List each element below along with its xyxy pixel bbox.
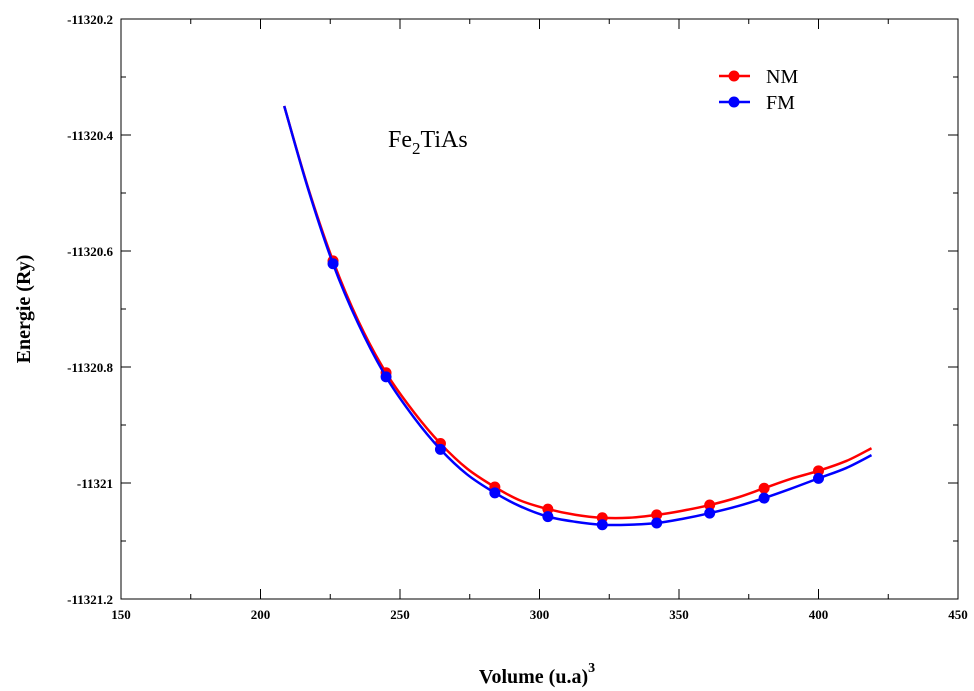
- legend-label-nm: NM: [766, 66, 798, 88]
- y-tick-label: -11320.2: [67, 12, 113, 27]
- data-point-fm: [596, 519, 608, 531]
- x-tick-label: 150: [111, 607, 131, 622]
- annotation-base: Fe: [388, 127, 412, 153]
- y-axis-title: Energie (Ry): [13, 255, 35, 364]
- legend-marker-nm: [728, 70, 740, 82]
- data-point-fm: [542, 511, 554, 523]
- data-point-fm: [758, 492, 770, 504]
- x-tick-label: 200: [251, 607, 271, 622]
- y-tick-label: -11320.8: [67, 360, 113, 375]
- data-point-nm: [813, 465, 824, 477]
- x-tick-label: 450: [948, 607, 968, 622]
- x-axis-title: Volume (u.a)3: [479, 661, 595, 688]
- data-point-fm: [704, 507, 716, 519]
- annotation-subscript: 2: [412, 139, 421, 158]
- data-point-fm: [489, 487, 501, 499]
- data-point-fm: [327, 258, 339, 270]
- y-tick-label: -11320.4: [67, 128, 113, 143]
- y-tick-label: -11321: [77, 476, 113, 491]
- series-nm: [283, 105, 873, 524]
- data-point-nm: [758, 482, 770, 494]
- x-tick-label: 400: [809, 607, 829, 622]
- data-point-fm: [434, 443, 446, 455]
- data-point-fm: [813, 472, 824, 484]
- legend: NM FM: [719, 66, 798, 114]
- series-layer: [283, 105, 873, 531]
- x-tick-label: 300: [530, 607, 550, 622]
- axis-ticks: [120, 18, 959, 600]
- series-line-nm: [283, 105, 873, 520]
- series-line-fm: [283, 105, 873, 527]
- data-point-nm: [704, 499, 716, 511]
- x-axis-title-superscript: 3: [588, 661, 595, 676]
- x-tick-label: 350: [669, 607, 689, 622]
- x-axis-title-text: Volume (u.a): [479, 666, 588, 688]
- legend-marker-fm: [728, 96, 740, 108]
- y-tick-label: -11321.2: [67, 592, 113, 607]
- y-tick-label: -11320.6: [67, 244, 113, 259]
- legend-label-fm: FM: [766, 92, 795, 114]
- plot-frame: [120, 18, 959, 600]
- data-point-nm: [651, 509, 663, 521]
- data-point-nm: [542, 503, 554, 515]
- data-point-fm: [380, 371, 392, 383]
- series-fm: [283, 105, 873, 531]
- tick-labels: 150 200 250 300 350 400 450 -11321.2 -11321 -1132…: [67, 12, 968, 622]
- compound-annotation: Fe2TiAs: [388, 127, 468, 158]
- data-point-fm: [651, 517, 663, 529]
- annotation-rest: TiAs: [421, 127, 468, 153]
- x-tick-label: 250: [390, 607, 410, 622]
